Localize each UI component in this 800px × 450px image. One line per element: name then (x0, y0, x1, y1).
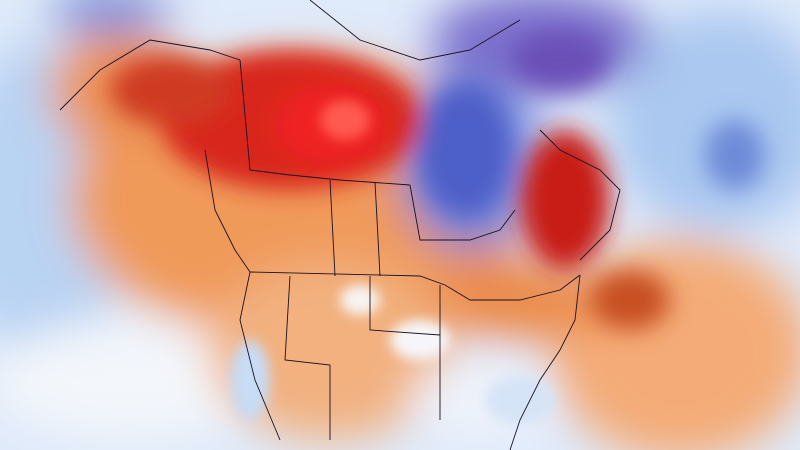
prairie-lines (329, 179, 381, 277)
hudson-coast (409, 184, 516, 241)
anomaly-detail (230, 100, 555, 425)
atlantic-hot (590, 270, 670, 330)
hudson-core (420, 85, 510, 215)
alaska-hot (110, 55, 230, 125)
pacific-white (0, 320, 270, 440)
arctic-islands (309, 0, 521, 61)
us-canada-border (249, 271, 581, 301)
arctic-cold-west (50, 0, 170, 35)
dakota-white (340, 285, 380, 315)
us-east-coast (509, 274, 581, 450)
atlantic-core (705, 120, 765, 190)
quebec-hot (520, 130, 610, 270)
state-lines (284, 275, 441, 440)
southeast-cool (485, 375, 555, 425)
alaska-coast (59, 39, 241, 111)
us-west-warm (210, 260, 450, 440)
peak-highlight (320, 100, 370, 140)
west-coast (204, 149, 251, 273)
plains-white (390, 320, 450, 360)
labrador-coast (539, 129, 621, 261)
anomaly-core (110, 30, 765, 330)
california-cool (230, 340, 270, 420)
borders (59, 0, 621, 450)
baffin-core (510, 30, 610, 90)
us-west-coast (239, 271, 281, 441)
province-lines (239, 59, 411, 186)
